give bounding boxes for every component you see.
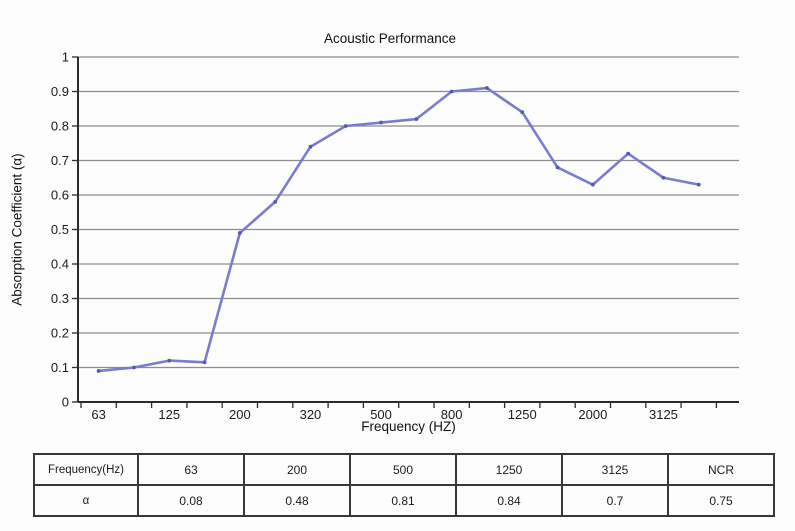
- y-tick-label: 0.7: [51, 153, 69, 168]
- table-header-cell: 3125: [561, 453, 669, 486]
- y-tick-label: 0: [62, 395, 69, 410]
- data-point-marker: [626, 151, 631, 156]
- data-point-marker: [414, 117, 419, 121]
- x-tick-label: 63: [91, 407, 105, 422]
- data-point-marker: [273, 200, 278, 204]
- table-value-cell: 0.84: [455, 484, 563, 517]
- table-value-cell: 0.81: [349, 484, 457, 517]
- data-point-marker: [696, 182, 701, 187]
- y-tick-label: 0.5: [51, 222, 69, 237]
- data-point-marker: [96, 369, 101, 373]
- data-point-marker: [555, 165, 560, 170]
- x-tick-label: 125: [158, 407, 180, 422]
- frequency-table: Frequency(Hz) 63 200 500 1250 3125 NCR α 0.08 0.4…: [33, 453, 775, 517]
- data-point-marker: [449, 89, 454, 94]
- table-value-cell: 0.75: [667, 484, 775, 517]
- acoustic-performance-chart: 0 0.1 0.2 0.3 0.4 0.5 0.6 0.7 0.8 0.9 1 63 125 200 320…: [51, 50, 739, 422]
- x-axis-title: Frequency (HZ): [361, 419, 456, 434]
- table-data-row: α 0.08 0.48 0.81 0.84 0.7 0.75: [33, 484, 775, 517]
- data-point-marker: [167, 358, 172, 363]
- table-row-label: α: [33, 484, 139, 517]
- table-header-cell: NCR: [667, 453, 775, 486]
- data-point-marker: [343, 124, 348, 128]
- data-point-marker: [520, 110, 525, 115]
- data-point-marker: [590, 182, 595, 187]
- data-point-marker: [485, 86, 489, 90]
- table-value-cell: 0.48: [243, 484, 351, 517]
- x-tick-label: 1250: [508, 407, 537, 422]
- x-tick-label: 800: [441, 407, 463, 422]
- table-header-cell: 63: [137, 453, 245, 486]
- chart-title: Acoustic Performance: [323, 31, 457, 46]
- data-point-marker: [661, 175, 666, 180]
- y-tick-label: 0.4: [51, 257, 69, 272]
- y-tick-label: 0.1: [51, 360, 69, 375]
- y-tick-label: 0.3: [51, 291, 69, 306]
- data-point-marker: [379, 120, 383, 125]
- table-header-cell: 1250: [455, 453, 563, 486]
- table-value-cell: 0.08: [137, 484, 245, 517]
- table-row-label: Frequency(Hz): [33, 453, 139, 486]
- data-point-marker: [237, 231, 242, 235]
- table-header-row: Frequency(Hz) 63 200 500 1250 3125 NCR: [33, 453, 775, 486]
- y-tick-label: 0.9: [51, 84, 69, 99]
- x-tick-label: 200: [229, 407, 251, 422]
- y-tick-label: 0.8: [51, 119, 69, 134]
- data-point-marker: [132, 365, 136, 370]
- x-tick-label: 2000: [578, 407, 607, 422]
- x-tick-label: 320: [300, 407, 322, 422]
- y-tick-label: 1: [62, 50, 69, 65]
- x-tick-label: 3125: [649, 407, 678, 422]
- data-point-marker: [202, 360, 207, 365]
- absorption-series-line: [97, 86, 701, 373]
- table-value-cell: 0.7: [561, 484, 669, 517]
- y-tick-label: 0.2: [51, 326, 69, 341]
- y-tick-label: 0.6: [51, 188, 69, 203]
- x-tick-label: 500: [370, 407, 392, 422]
- table-header-cell: 500: [349, 453, 457, 486]
- data-point-marker: [308, 144, 313, 149]
- table-header-cell: 200: [243, 453, 351, 486]
